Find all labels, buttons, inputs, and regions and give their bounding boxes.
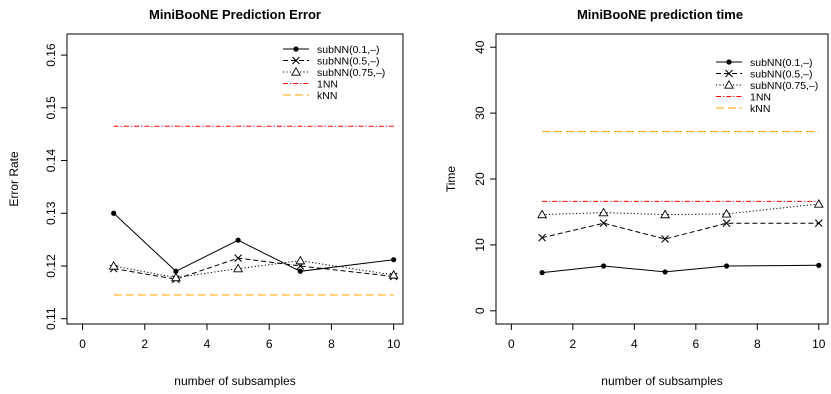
y-tick-label: 20 [473,172,487,186]
data-point [111,210,117,216]
data-point [173,268,179,274]
plot-frame [66,33,404,325]
data-point [599,219,608,228]
legend-label: kNN [317,90,337,102]
data-point [235,237,241,243]
data-point [816,262,822,268]
data-point [661,235,669,243]
y-tick-label: 0.15 [44,96,58,120]
x-tick-label: 0 [508,337,515,351]
chart-title: MiniBooNE Prediction Error [149,7,321,22]
legend-marker [724,79,734,89]
prediction-time-panel: MiniBooNE prediction time number of subsa… [444,7,829,388]
series-line-2 [113,260,394,279]
data-point [662,269,668,275]
legend-label: 1NN [750,92,771,104]
y-tick-label: 0.16 [44,43,58,67]
y-tick-label: 0.12 [44,254,58,278]
data-point [297,268,303,274]
data-point [538,233,546,242]
data-point [813,198,824,208]
x-tick-label: 2 [141,337,148,351]
x-tick-label: 8 [328,337,335,351]
legend-label: subNN(0.75,–) [750,80,818,92]
y-axis-label: Time [444,166,458,193]
data-point [814,219,823,228]
data-point [388,269,399,279]
x-tick-label: 2 [570,337,577,351]
legend-label: kNN [750,103,770,115]
series-line-0 [542,264,819,274]
y-tick-label: 10 [473,238,487,252]
data-point [108,260,119,270]
legend-label: 1NN [317,79,338,91]
data-point [660,209,671,219]
series-line-1 [541,222,819,240]
x-tick-label: 10 [812,337,826,351]
data-point [170,272,181,282]
legend-marker [292,56,300,65]
series-line-1 [113,257,394,280]
data-point [721,208,732,218]
legend-label: subNN(0.1,–) [750,57,812,69]
chart-title: MiniBooNE prediction time [577,7,743,22]
legend-marker [725,69,733,78]
data-point [539,269,545,276]
y-tick-label: 0.14 [44,149,58,173]
x-tick-label: 10 [387,337,401,351]
legend-label: subNN(0.75,–) [317,67,385,79]
x-tick-label: 4 [204,337,211,351]
data-point [723,263,730,269]
legend-label: subNN(0.5,–) [750,69,812,81]
data-point [722,219,731,228]
legend-marker [291,66,301,76]
series-line-2 [542,203,819,216]
data-point [233,263,244,273]
x-axis-label: number of subsamples [601,374,722,388]
data-point [391,257,397,263]
y-tick-label: 0.13 [44,201,58,225]
x-axis-label: number of subsamples [174,374,295,388]
legend-marker [726,59,732,65]
y-axis-label: Error Rate [7,151,21,207]
y-tick-label: 0 [473,307,487,314]
y-tick-label: 30 [473,106,487,120]
x-tick-label: 8 [754,337,761,351]
x-tick-label: 6 [692,337,699,351]
data-point [234,254,242,262]
legend-label: subNN(0.1,–) [317,44,379,56]
data-point [600,263,607,269]
legend-marker [293,46,299,52]
data-point [598,207,609,217]
x-tick-label: 0 [79,337,86,351]
x-tick-label: 4 [631,337,638,351]
x-tick-label: 6 [266,337,273,351]
legend-label: subNN(0.5,–) [317,56,379,68]
y-tick-label: 40 [473,40,487,54]
error-rate-panel: MiniBooNE Prediction Error number of subs… [7,7,404,388]
data-point [295,255,306,265]
y-tick-label: 0.11 [44,307,58,330]
data-point [537,209,548,219]
series-line-0 [113,212,394,272]
